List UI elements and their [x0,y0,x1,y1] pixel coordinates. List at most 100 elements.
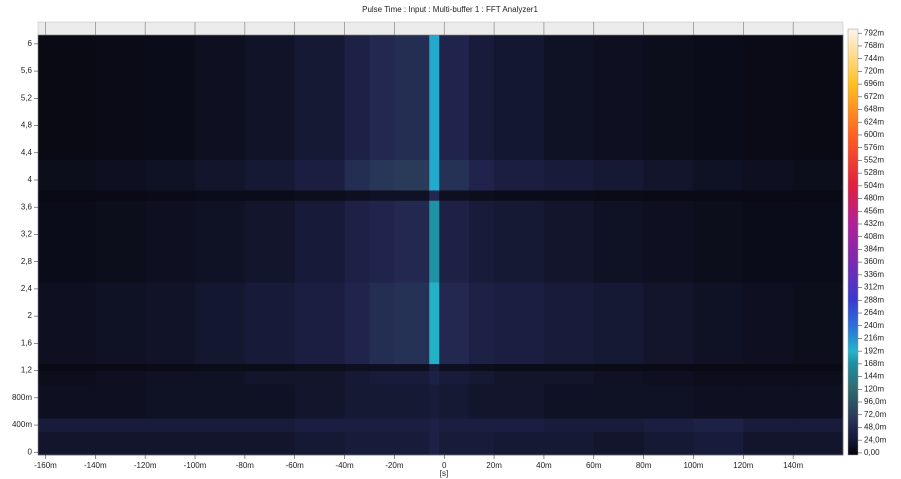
colorbar-tick-label: 360m [864,257,884,266]
colorbar-tick-label: 240m [864,321,884,330]
heatmap-cell [345,432,370,455]
heatmap-cell [494,371,544,385]
x-tick-label: -20m [385,461,404,470]
y-tick-label: 1,6 [21,338,33,347]
heatmap-cell [439,35,469,160]
colorbar-tick-label: 192m [864,346,884,355]
y-tick-label: 2,8 [21,257,33,266]
heatmap-cell [345,190,370,201]
heatmap-cell [644,371,694,385]
heatmap-cell [594,371,644,385]
heatmap-cell [469,35,494,160]
heatmap-cell [145,190,195,201]
heatmap-cell [419,384,429,418]
heatmap-cell [429,200,439,282]
colorbar-tick-label: 480m [864,194,884,203]
heatmap-cell [693,35,743,160]
heatmap-cell [369,200,394,282]
colorbar-tick-label: 264m [864,308,884,317]
heatmap-cell [419,371,429,385]
heatmap-cell [494,282,544,364]
heatmap-cell [793,190,843,201]
heatmap-cell [594,282,644,364]
heatmap-cell [38,418,96,432]
colorbar-tick-label: 72,0m [864,410,887,419]
heatmap-cell [743,282,793,364]
heatmap-cell [38,282,96,364]
chart-title: Pulse Time : Input : Multi-buffer 1 : FF… [362,5,538,14]
heatmap-cell [394,200,419,282]
colorbar-tick-label: 120m [864,384,884,393]
heatmap-cell [469,384,494,418]
colorbar-tick-label: 0,00 [864,448,880,457]
heatmap-cell [429,364,439,371]
heatmap-cell [693,282,743,364]
heatmap-cell [793,384,843,418]
heatmap-cell [295,384,345,418]
heatmap-cell [429,371,439,385]
heatmap-cell [345,35,370,160]
heatmap-cell [145,384,195,418]
heatmap-cell [469,371,494,385]
x-tick-label: -120m [134,461,157,470]
heatmap-cell [394,432,419,455]
heatmap-cell [295,190,345,201]
heatmap-cell [245,384,295,418]
heatmap-cell [419,200,429,282]
x-axis-label: [s] [440,469,448,478]
heatmap-cell [369,371,394,385]
x-tick-label: 140m [783,461,803,470]
heatmap-cell [345,371,370,385]
heatmap-cell [95,190,145,201]
heatmap-cell [439,384,469,418]
colorbar-tick-label: 432m [864,219,884,228]
y-tick-label: 4,4 [21,148,33,157]
y-tick-label: 800m [12,393,32,402]
heatmap-cell [145,432,195,455]
heatmap-cell [195,432,245,455]
colorbar-tick-label: 552m [864,156,884,165]
heatmap-cell [494,160,544,191]
heatmap-cell [145,371,195,385]
colorbar-tick-label: 312m [864,283,884,292]
colorbar-tick-label: 744m [864,54,884,63]
heatmap-cell [38,384,96,418]
y-tick-label: 2,4 [21,284,33,293]
heatmap-cell [429,418,439,432]
heatmap-cell [469,432,494,455]
heatmap-cell [195,364,245,371]
heatmap-cell [544,432,594,455]
heatmap-cell [145,160,195,191]
heatmap-cell [245,190,295,201]
heatmap-cell [95,371,145,385]
heatmap-cell [743,160,793,191]
heatmap-cell [469,160,494,191]
x-tick-label: -140m [84,461,107,470]
colorbar-tick-label: 216m [864,334,884,343]
heatmap-cell [95,35,145,160]
heatmap-cell [644,35,694,160]
heatmap-cell [419,282,429,364]
heatmap-cell [369,160,394,191]
heatmap-cell [95,160,145,191]
heatmap-cell [494,200,544,282]
colorbar-tick-label: 792m [864,28,884,37]
heatmap-cell [245,200,295,282]
heatmap-cell [369,418,394,432]
heatmap-cell [95,282,145,364]
heatmap-cell [594,35,644,160]
heatmap-cell [195,35,245,160]
heatmap-cell [38,371,96,385]
x-tick-label: 0 [442,461,447,470]
heatmap-cell [743,190,793,201]
heatmap-cell [429,384,439,418]
top-strip [38,22,843,35]
colorbar-tick-label: 408m [864,232,884,241]
x-tick-label: -60m [286,461,305,470]
heatmap-cell [594,432,644,455]
chart: Pulse Time : Input : Multi-buffer 1 : FF… [0,0,901,479]
heatmap-cell [494,384,544,418]
x-tick-label: -100m [184,461,207,470]
heatmap-cell [369,282,394,364]
heatmap-cell [693,200,743,282]
